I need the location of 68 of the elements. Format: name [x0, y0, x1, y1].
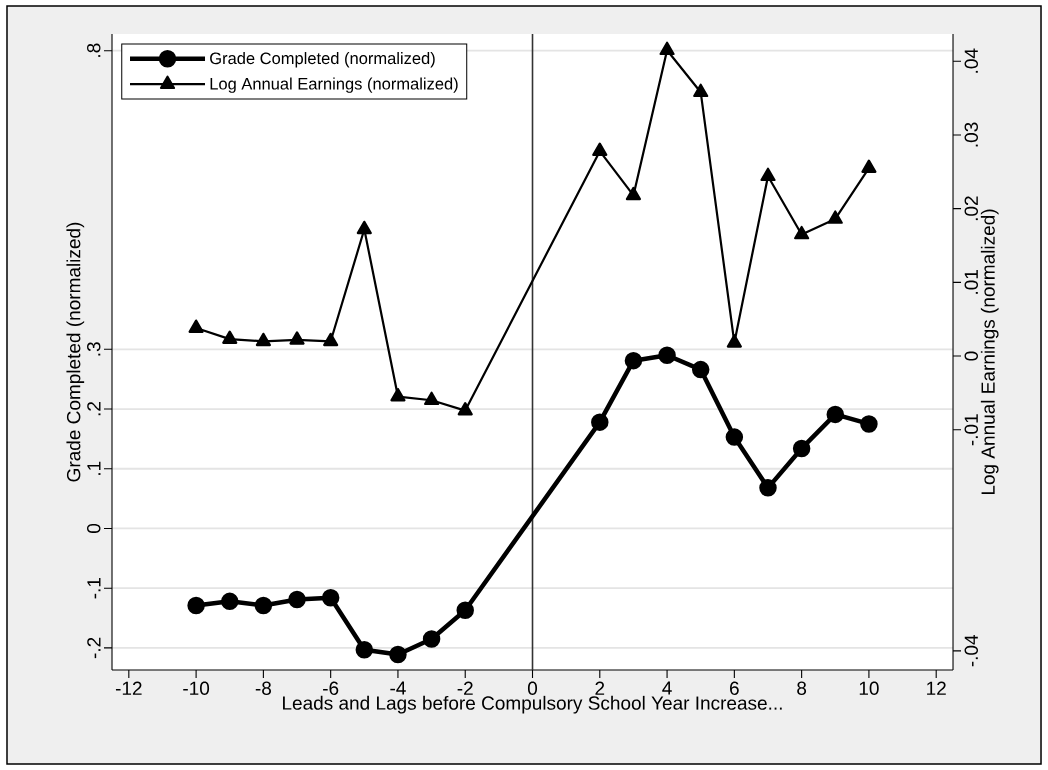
point	[693, 83, 709, 98]
point	[659, 41, 675, 56]
point	[861, 159, 877, 173]
point	[456, 601, 474, 620]
point	[187, 596, 205, 615]
y2-tick-label: .01	[964, 270, 978, 294]
y-tick-label: 0	[87, 523, 101, 534]
y-tick-label: -.1	[87, 578, 101, 599]
x-tick-label: -2	[457, 681, 473, 695]
point	[255, 332, 271, 347]
point	[289, 331, 305, 345]
point	[691, 360, 710, 379]
point	[792, 439, 811, 458]
y-tick-label: -.2	[87, 637, 101, 659]
point	[389, 645, 407, 664]
point	[591, 413, 609, 431]
y-axis-title: Grade Completed (normalized)	[66, 222, 85, 482]
point	[355, 640, 374, 659]
point	[726, 334, 742, 348]
y2-tick-label: .04	[964, 48, 978, 73]
point	[254, 596, 273, 615]
y2-axis-title: Log Annual Earnings (normalized)	[980, 209, 999, 495]
point	[624, 351, 643, 370]
legend-label: Log Annual Earnings (normalized)	[210, 77, 458, 93]
x-tick-label: -12	[115, 681, 142, 695]
y-tick-label: .8	[87, 43, 101, 57]
y-tick-label: .2	[87, 402, 101, 416]
x-tick-label: 0	[527, 681, 538, 695]
point	[725, 428, 744, 446]
x-tick-label: 10	[859, 681, 879, 695]
y-tick-label: .3	[87, 342, 101, 356]
point	[658, 346, 676, 365]
legend-label: Grade Completed (normalized)	[210, 52, 435, 68]
y2-tick-label: .03	[964, 122, 978, 147]
point	[288, 590, 306, 609]
point	[321, 588, 340, 607]
point	[221, 592, 239, 611]
x-tick-label: 2	[595, 681, 605, 695]
y2-tick-label: -.01	[964, 414, 978, 446]
y2-tick-label: 0	[964, 351, 978, 361]
point	[794, 225, 810, 240]
point	[759, 479, 777, 497]
point	[592, 142, 608, 157]
x-tick-label: -4	[390, 681, 406, 695]
x-tick-label: 6	[730, 681, 739, 695]
y2-tick-label: -.04	[964, 635, 978, 667]
x-tick-label: -10	[183, 681, 210, 695]
point	[422, 630, 441, 648]
point	[827, 210, 843, 224]
point	[356, 220, 372, 235]
y-tick-label: .1	[87, 461, 101, 475]
point	[390, 387, 406, 402]
x-tick-label: 4	[662, 681, 672, 695]
point	[222, 330, 238, 344]
x-tick-label: -8	[255, 681, 271, 695]
x-axis-title: Leads and Lags before Compulsory School Year Increase...	[283, 695, 782, 714]
point	[188, 319, 204, 333]
y2-tick-label: .02	[964, 196, 978, 221]
point	[760, 167, 776, 182]
point	[323, 332, 339, 347]
point	[423, 391, 440, 406]
x-tick-label: 12	[927, 681, 946, 695]
point	[457, 401, 473, 416]
point	[860, 415, 878, 433]
point	[625, 186, 642, 201]
point	[826, 405, 845, 424]
x-tick-label: 8	[797, 681, 807, 695]
x-tick-label: -6	[323, 681, 339, 695]
